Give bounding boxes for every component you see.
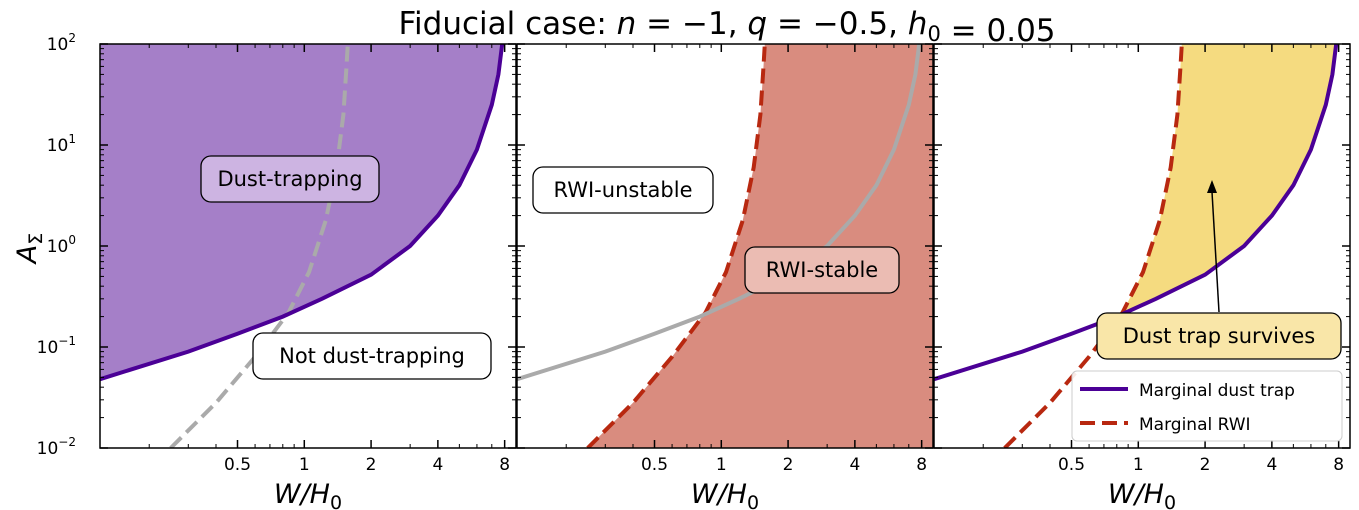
marginal-rwi-curve <box>169 44 350 448</box>
x-tick-label: 0.5 <box>1058 455 1085 475</box>
not-dust-trapping-box <box>252 332 492 380</box>
x-axis-label: W/H0 <box>691 479 759 510</box>
y-tick-label: 100 <box>47 233 76 257</box>
middle-panel: 0.5 1 2 4 8 W/H0 RWI-unstable RWI-stable <box>516 43 934 510</box>
legend-dust-label: Marginal dust trap <box>1139 381 1295 401</box>
x-tick-label: 0.5 <box>641 455 668 475</box>
y-axis-label: AΣ <box>12 233 47 266</box>
right-plot-area <box>934 44 1339 448</box>
left-plot-area <box>100 44 505 448</box>
marginal-dust-trap-curve <box>517 44 922 382</box>
dust-trap-survives-region <box>1121 44 1337 314</box>
dust-trap-survives-label: Dust trap survives <box>1123 324 1316 348</box>
x-tick-label: 2 <box>1200 455 1211 475</box>
x-tick-label: 4 <box>432 455 443 475</box>
rwi-unstable-box <box>532 166 714 214</box>
y-tick-label: 10−1 <box>37 334 76 358</box>
x-tick-label: 8 <box>1333 455 1344 475</box>
y-tick-label: 102 <box>47 31 76 55</box>
chart-title: Fiducial case: n = −1, q = −0.5, h0 = 0.… <box>398 6 1055 49</box>
rwi-stable-box <box>744 246 900 294</box>
x-axis-label: W/H0 <box>1108 479 1176 510</box>
annotation-arrowhead <box>1207 180 1217 193</box>
legend-frame <box>1071 370 1343 442</box>
x-tick-label: 4 <box>1266 455 1277 475</box>
dust-trapping-box <box>200 155 380 203</box>
x-tick-label: 4 <box>849 455 860 475</box>
rwi-unstable-label: RWI-unstable <box>553 178 692 202</box>
dust-trapping-label: Dust-trapping <box>217 167 362 191</box>
x-tick-label: 1 <box>1133 455 1144 475</box>
left-panel: 0.5 1 2 4 8 10−2 10−1 100 101 102 W/H0 Dust-trappin… <box>37 31 517 510</box>
x-tick-label: 0.5 <box>224 455 251 475</box>
rwi-stable-region <box>587 44 933 448</box>
x-tick-label: 1 <box>299 455 310 475</box>
marginal-rwi-curve <box>1003 44 1184 448</box>
dust-trap-survives-box <box>1096 312 1342 360</box>
x-tick-label: 2 <box>366 455 377 475</box>
y-tick-label: 101 <box>47 132 76 156</box>
marginal-rwi-curve <box>586 44 767 448</box>
marginal-dust-trap-curve <box>100 44 505 382</box>
x-tick-label: 8 <box>499 455 510 475</box>
annotation-arrow <box>1211 191 1220 313</box>
x-tick-label: 2 <box>783 455 794 475</box>
x-tick-label: 8 <box>916 455 927 475</box>
x-tick-label: 1 <box>716 455 727 475</box>
marginal-dust-trap-curve <box>934 44 1339 382</box>
legend: Marginal dust trap Marginal RWI <box>1071 370 1343 442</box>
not-dust-trapping-label: Not dust-trapping <box>279 344 465 368</box>
rwi-stable-label: RWI-stable <box>766 258 878 282</box>
y-tick-label: 10−2 <box>37 435 76 459</box>
middle-plot-area <box>517 44 933 448</box>
x-axis-label: W/H0 <box>274 479 342 510</box>
dust-trapping-region <box>100 44 503 380</box>
legend-rwi-label: Marginal RWI <box>1139 415 1251 435</box>
right-panel: 0.5 1 2 4 8 W/H0 Dust trap survives Marginal du… <box>933 43 1351 510</box>
